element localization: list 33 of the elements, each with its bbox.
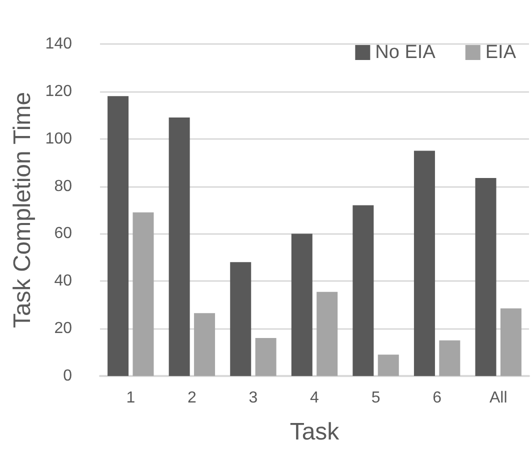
legend-label: EIA xyxy=(485,42,516,63)
legend-label: No EIA xyxy=(375,42,436,63)
bar xyxy=(352,205,374,376)
y-tick-label: 120 xyxy=(45,82,72,100)
bar xyxy=(500,308,522,376)
x-tick-label: 1 xyxy=(126,390,136,406)
bar xyxy=(108,96,129,376)
bar xyxy=(475,178,496,376)
x-axis-title: Task xyxy=(290,418,340,446)
bar xyxy=(414,150,435,376)
bar xyxy=(316,292,338,376)
x-tick-label: All xyxy=(489,390,508,406)
bar xyxy=(291,234,312,376)
y-tick-label: 40 xyxy=(54,272,72,290)
y-tick-label: 20 xyxy=(54,320,72,338)
y-tick-label: 100 xyxy=(45,130,72,148)
x-tick-label: 6 xyxy=(432,390,442,406)
y-tick-label: 140 xyxy=(45,36,72,52)
bar xyxy=(378,354,399,376)
x-tick-label: 5 xyxy=(371,390,380,406)
bar xyxy=(194,313,216,376)
x-tick-label: 4 xyxy=(310,390,320,406)
y-tick-label: 60 xyxy=(54,225,72,242)
bar xyxy=(439,340,460,376)
bar xyxy=(132,212,154,376)
x-tick-label: 3 xyxy=(248,390,258,406)
y-tick-label: 80 xyxy=(54,178,72,195)
y-axis-title: Task Completion Time xyxy=(8,92,36,328)
bar xyxy=(168,118,190,376)
x-tick-label: 2 xyxy=(187,390,196,406)
bar xyxy=(255,338,276,376)
y-tick-label: 0 xyxy=(63,368,72,384)
bar xyxy=(230,262,252,376)
